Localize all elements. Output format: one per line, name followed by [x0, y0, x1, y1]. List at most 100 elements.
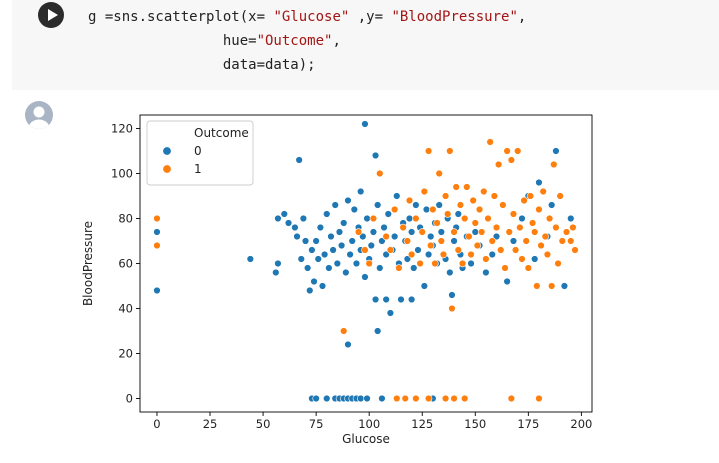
y-tick-label: 120 — [111, 122, 133, 136]
y-tick-label: 60 — [118, 257, 133, 271]
data-point-outcome-1 — [541, 232, 550, 241]
data-point-outcome-1 — [407, 250, 416, 259]
data-point-outcome-0 — [503, 277, 511, 286]
data-point-outcome-1 — [507, 156, 516, 164]
code-line: hue="Outcome", — [88, 29, 526, 53]
data-point-outcome-1 — [499, 201, 507, 209]
data-point-outcome-1 — [365, 259, 373, 268]
y-tick-label: 80 — [118, 212, 133, 226]
data-point-outcome-0 — [390, 232, 399, 241]
data-point-outcome-0 — [291, 223, 299, 232]
data-point-outcome-1 — [424, 394, 433, 403]
data-point-outcome-0 — [331, 201, 339, 209]
data-point-outcome-1 — [416, 259, 424, 268]
data-point-outcome-0 — [560, 282, 569, 290]
data-point-outcome-0 — [329, 246, 337, 254]
code-cell[interactable]: g =sns.scatterplot(x= "Glucose" ,y= "Blo… — [12, 0, 719, 90]
data-point-outcome-1 — [412, 394, 420, 403]
data-point-outcome-1 — [450, 228, 458, 236]
data-point-outcome-1 — [482, 255, 490, 263]
data-point-outcome-1 — [492, 223, 501, 232]
data-point-outcome-0 — [299, 214, 308, 223]
data-point-outcome-0 — [348, 237, 356, 245]
data-point-outcome-1 — [522, 237, 530, 245]
code-editor[interactable]: g =sns.scatterplot(x= "Glucose" ,y= "Blo… — [88, 5, 526, 77]
data-point-outcome-0 — [393, 192, 401, 200]
data-point-outcome-1 — [488, 237, 496, 245]
data-point-outcome-0 — [535, 178, 543, 187]
legend-box — [146, 120, 254, 186]
data-point-outcome-0 — [412, 201, 420, 209]
data-point-outcome-0 — [492, 232, 501, 241]
data-point-outcome-1 — [567, 237, 575, 245]
data-point-outcome-0 — [437, 228, 446, 236]
data-point-outcome-0 — [320, 250, 329, 259]
play-icon — [48, 9, 58, 21]
data-point-outcome-1 — [441, 192, 450, 200]
x-tick-label: 150 — [464, 417, 486, 431]
data-point-outcome-1 — [497, 246, 505, 254]
x-tick-label: 50 — [256, 417, 271, 431]
data-point-outcome-0 — [509, 237, 518, 245]
data-point-outcome-1 — [477, 228, 486, 236]
data-point-outcome-0 — [407, 228, 416, 236]
data-point-outcome-0 — [301, 237, 310, 245]
data-point-outcome-1 — [469, 196, 477, 205]
code-token: ,y= — [349, 9, 392, 25]
data-point-outcome-0 — [346, 250, 354, 259]
run-button[interactable] — [38, 2, 64, 28]
data-point-outcome-1 — [556, 192, 564, 200]
data-point-outcome-1 — [460, 394, 469, 403]
cell-output: 0 25 50 75 100 125 150 175 200 0 20 40 60 80 100 120 Glu… — [70, 100, 600, 463]
data-point-outcome-1 — [443, 210, 452, 218]
data-point-outcome-0 — [303, 264, 312, 272]
data-point-outcome-1 — [437, 237, 446, 245]
data-point-outcome-0 — [414, 246, 422, 254]
y-tick-label: 40 — [118, 302, 133, 316]
data-point-outcome-1 — [535, 205, 543, 214]
data-point-outcome-1 — [554, 259, 562, 268]
data-point-outcome-1 — [516, 223, 524, 232]
data-point-outcome-1 — [539, 187, 547, 196]
code-line: g =sns.scatterplot(x= "Glucose" ,y= "Blo… — [88, 5, 526, 29]
data-point-outcome-0 — [274, 214, 282, 223]
data-point-outcome-0 — [337, 241, 346, 250]
data-point-outcome-0 — [153, 228, 161, 236]
data-point-outcome-0 — [567, 214, 575, 223]
data-point-outcome-1 — [531, 228, 539, 236]
data-point-outcome-0 — [373, 327, 382, 335]
data-point-outcome-0 — [306, 286, 314, 295]
data-point-outcome-0 — [280, 210, 289, 218]
data-point-outcome-0 — [471, 228, 479, 236]
data-point-outcome-1 — [562, 228, 571, 236]
data-point-outcome-0 — [369, 228, 378, 236]
data-point-outcome-0 — [446, 268, 454, 277]
data-point-outcome-1 — [526, 192, 535, 200]
data-point-outcome-0 — [312, 394, 320, 403]
data-point-outcome-1 — [405, 196, 414, 205]
data-point-outcome-0 — [323, 210, 331, 218]
x-tick-label: 175 — [517, 417, 539, 431]
code-token: hue= — [88, 33, 257, 49]
data-point-outcome-1 — [361, 246, 369, 254]
data-point-outcome-0 — [316, 223, 325, 232]
data-point-outcome-1 — [340, 327, 348, 335]
data-point-outcome-0 — [325, 264, 333, 272]
data-point-outcome-1 — [535, 394, 543, 403]
data-point-outcome-0 — [382, 295, 390, 304]
data-point-outcome-1 — [558, 237, 566, 245]
code-token: , — [517, 9, 527, 25]
data-point-outcome-0 — [356, 187, 365, 196]
data-point-outcome-0 — [352, 259, 361, 268]
data-point-outcome-0 — [153, 286, 161, 295]
data-point-outcome-1 — [552, 223, 560, 232]
data-point-outcome-1 — [390, 205, 399, 214]
data-point-outcome-1 — [420, 187, 429, 196]
data-point-outcome-0 — [297, 255, 305, 263]
legend-marker — [162, 164, 172, 174]
data-point-outcome-0 — [327, 232, 335, 241]
data-point-outcome-0 — [312, 237, 320, 245]
x-tick-label: 75 — [309, 417, 324, 431]
data-point-outcome-0 — [380, 223, 388, 232]
data-point-outcome-0 — [318, 282, 327, 290]
